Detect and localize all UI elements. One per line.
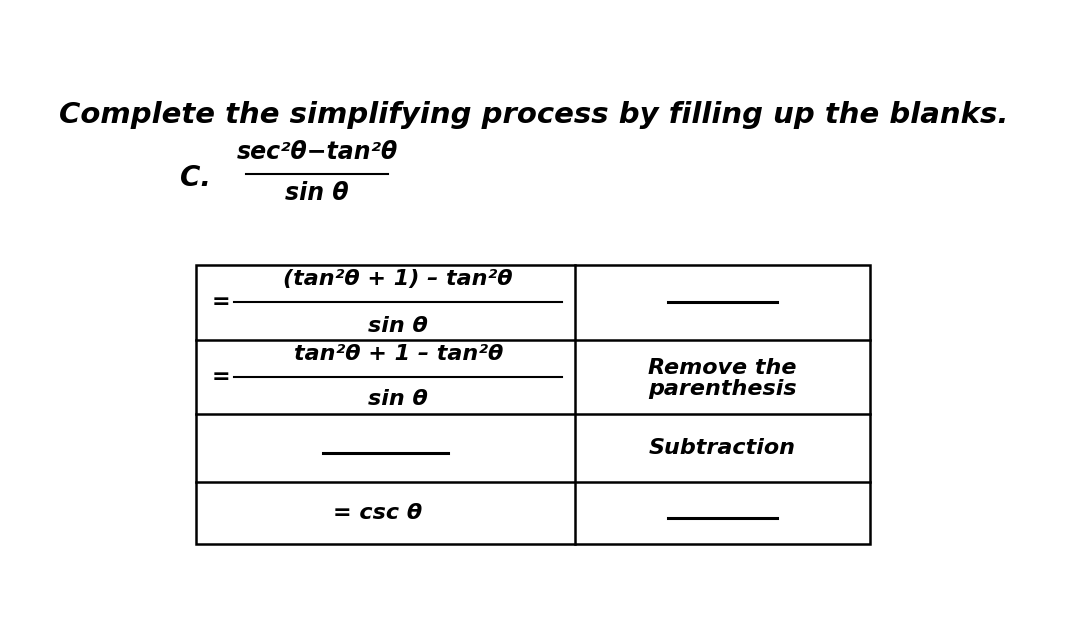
Text: Remove the: Remove the (648, 358, 797, 378)
Text: parenthesis: parenthesis (648, 379, 797, 399)
Text: sin θ: sin θ (368, 389, 428, 409)
Text: tan²θ + 1 – tan²θ: tan²θ + 1 – tan²θ (294, 344, 503, 364)
Text: sec²θ−tan²θ: sec²θ−tan²θ (236, 140, 398, 164)
Text: Complete the simplifying process by filling up the blanks.: Complete the simplifying process by fill… (59, 101, 1008, 129)
Text: sin θ: sin θ (285, 181, 349, 206)
Bar (196, 265, 870, 544)
Text: =: = (211, 367, 230, 387)
Text: = csc θ: = csc θ (333, 503, 422, 523)
Text: C.: C. (180, 164, 210, 192)
Text: sin θ: sin θ (368, 316, 428, 336)
Text: =: = (211, 292, 230, 312)
Text: Subtraction: Subtraction (649, 438, 796, 458)
Text: (tan²θ + 1) – tan²θ: (tan²θ + 1) – tan²θ (283, 269, 513, 289)
